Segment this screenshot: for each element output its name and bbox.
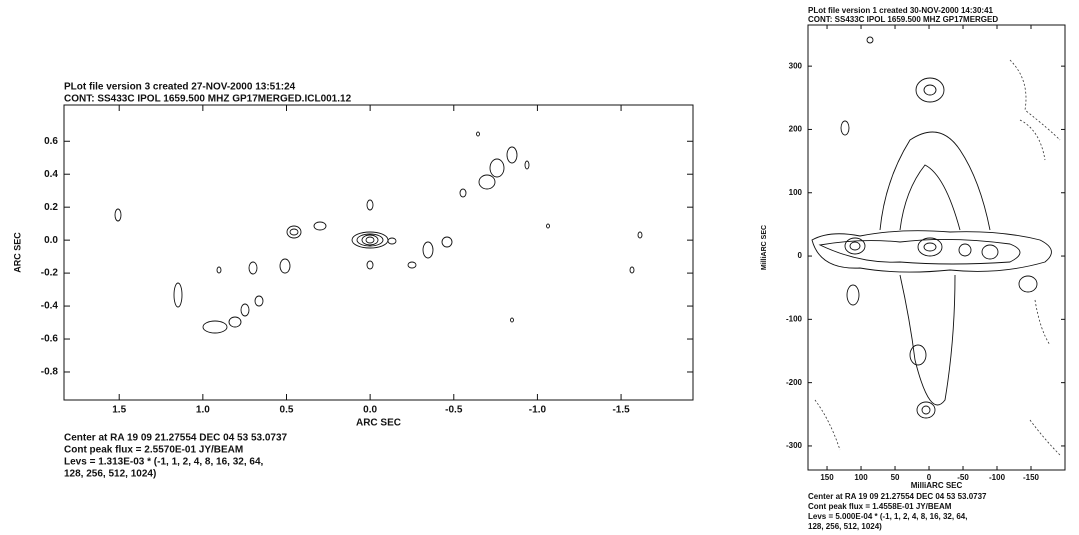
y-tick-label: 100 [789,188,803,197]
title-line: PLot file version 3 created 27-NOV-2000 … [64,82,296,93]
y-tick-label: -0.8 [41,367,59,378]
y-tick-label: -300 [786,441,803,450]
x-tick-label: 50 [891,473,900,482]
x-tick-label: 0.0 [363,405,377,416]
footer-line: Center at RA 19 09 21.27554 DEC 04 53 53… [808,492,987,501]
x-tick-label: 1.5 [112,405,126,416]
y-tick-label: -0.2 [41,268,59,279]
footer-line: Cont peak flux = 2.5570E-01 JY/BEAM [64,445,243,456]
y-axis-label: MilliARC SEC [761,225,768,270]
contours-left [115,132,642,333]
x-tick-label: -150 [1023,473,1040,482]
x-tick-label: 100 [854,473,868,482]
y-tick-label: 200 [789,125,803,134]
y-tick-label: -0.4 [41,301,59,312]
title-line: CONT: SS433C IPOL 1659.500 MHZ GP17MERGE… [808,15,998,24]
plot-frame [64,105,693,400]
figure: PLot file version 3 created 27-NOV-2000 … [0,0,1079,535]
x-tick-label: 0.5 [280,405,294,416]
footer-line: Cont peak flux = 1.4558E-01 JY/BEAM [808,502,952,511]
y-tick-label: 0 [798,251,803,260]
x-tick-label: 1.0 [196,405,210,416]
x-tick-label: -1.5 [612,405,630,416]
x-tick-label: 150 [820,473,834,482]
y-tick-label: 0.2 [44,202,58,213]
title-line: CONT: SS433C IPOL 1659.500 MHZ GP17MERGE… [64,94,352,105]
y-tick-label: 0.0 [44,235,58,246]
y-tick-label: 0.6 [44,136,58,147]
negative-contours [815,60,1060,455]
x-tick-label: -0.5 [445,405,463,416]
footer-line: Levs = 1.313E-03 * (-1, 1, 2, 4, 8, 16, … [64,457,264,468]
footer-line: Center at RA 19 09 21.27554 DEC 04 53 53… [64,433,288,444]
y-tick-label: 0.4 [44,169,58,180]
x-axis-label: ARC SEC [356,418,401,429]
contours-right [812,37,1051,418]
footer-line: Levs = 5.000E-04 * (-1, 1, 2, 4, 8, 16, … [808,512,967,521]
footer-line: 128, 256, 512, 1024) [64,469,156,480]
title-line: PLot file version 1 created 30-NOV-2000 … [808,6,994,15]
y-tick-label: 300 [789,61,803,70]
y-tick-label: -100 [786,314,803,323]
y-tick-label: -200 [786,378,803,387]
y-axis-label: ARC SEC [12,232,22,273]
page: {"chart_data": [ {"type": "contour", "ti… [0,0,1079,535]
x-tick-label: -1.0 [529,405,547,416]
x-tick-label: -100 [989,473,1006,482]
plot-frame [808,25,1065,470]
y-tick-label: -0.6 [41,334,59,345]
x-axis-label: MilliARC SEC [911,481,963,490]
footer-line: 128, 256, 512, 1024) [808,522,882,531]
